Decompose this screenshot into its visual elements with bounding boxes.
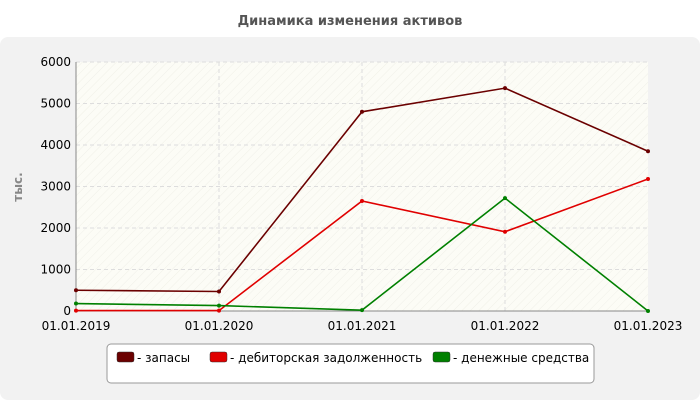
legend-swatch xyxy=(432,351,451,363)
y-tick-label: 5000 xyxy=(40,97,71,111)
data-point xyxy=(217,289,221,294)
x-tick-label: 01.01.2019 xyxy=(42,319,111,333)
y-tick-label: 1000 xyxy=(40,263,71,277)
y-tick-label: 6000 xyxy=(40,55,71,69)
legend-swatch xyxy=(116,351,135,363)
data-point xyxy=(646,177,650,182)
y-tick-label: 4000 xyxy=(40,138,71,152)
data-point xyxy=(74,301,78,306)
data-point xyxy=(217,308,221,313)
data-point xyxy=(503,196,507,201)
legend-label: - дебиторская задолженность xyxy=(230,351,422,365)
data-point xyxy=(74,308,78,313)
legend-entries: - запасы - дебиторская задолженность - ден… xyxy=(116,351,589,365)
data-point xyxy=(646,309,650,313)
data-point xyxy=(646,149,650,154)
data-point xyxy=(503,86,507,91)
x-tick-label: 01.01.2023 xyxy=(614,319,683,333)
data-point xyxy=(503,229,507,234)
data-point xyxy=(217,303,221,308)
x-tick-label: 01.01.2021 xyxy=(328,319,397,333)
data-point xyxy=(360,109,364,114)
y-axis-label: тыс. xyxy=(11,172,25,201)
data-point xyxy=(360,199,364,204)
data-point xyxy=(74,288,78,293)
series-layer xyxy=(74,86,650,313)
legend-label: - запасы xyxy=(137,351,190,365)
legend-swatch xyxy=(209,351,228,363)
y-tick-label: 3000 xyxy=(40,180,71,194)
chart-title: Динамика изменения активов xyxy=(238,14,463,29)
y-tick-label: 0 xyxy=(63,304,71,318)
x-tick-label: 01.01.2022 xyxy=(471,319,540,333)
legend xyxy=(106,343,595,384)
data-point xyxy=(360,308,364,313)
x-tick-label: 01.01.2020 xyxy=(185,319,254,333)
y-tick-label: 2000 xyxy=(40,221,71,235)
legend-label: - денежные средства xyxy=(453,351,589,365)
grid xyxy=(76,61,648,311)
axes: 0 1000 2000 3000 4000 5000 6000 01.01.2019 01.01… xyxy=(40,55,682,333)
